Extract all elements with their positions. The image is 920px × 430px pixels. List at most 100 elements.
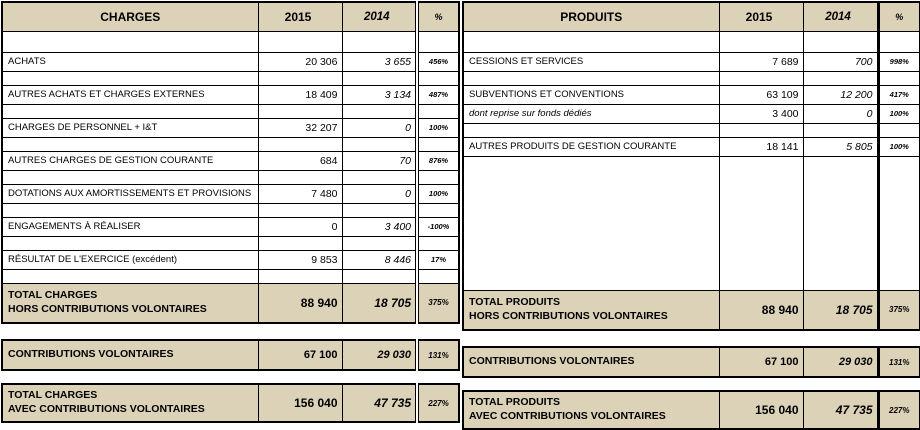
row-label: ENGAGEMENTS À RÉALISER bbox=[1, 216, 259, 237]
total-label: TOTAL PRODUITS AVEC CONTRIBUTIONS VOLONT… bbox=[462, 390, 720, 430]
table-row: AUTRES ACHATS ET CHARGES EXTERNES 18 409… bbox=[1, 84, 460, 105]
value-2014: 3 134 bbox=[341, 84, 418, 105]
pct-value: 876% bbox=[415, 150, 460, 171]
total-label-line2: AVEC CONTRIBUTIONS VOLONTAIRES bbox=[469, 410, 666, 422]
pct-value: 487% bbox=[415, 84, 460, 105]
produits-main-table: PRODUITS 2015 2014 % CESSIONS ET SERVICE… bbox=[462, 1, 920, 331]
total-label-line1: TOTAL PRODUITS bbox=[469, 396, 561, 409]
pct-value: 17% bbox=[415, 249, 460, 270]
col-header-pct: % bbox=[876, 1, 920, 32]
row-label: RÉSULTAT DE L'EXERCICE (excédent) bbox=[1, 249, 259, 270]
table-row: AUTRES PRODUITS DE GESTION COURANTE 18 1… bbox=[462, 136, 920, 157]
produits-contributions-table: CONTRIBUTIONS VOLONTAIRES 67 100 29 030 … bbox=[462, 346, 920, 378]
contributions-row: CONTRIBUTIONS VOLONTAIRES 67 100 29 030 … bbox=[1, 339, 460, 371]
total-label-line2: HORS CONTRIBUTIONS VOLONTAIRES bbox=[469, 309, 668, 322]
produits-header-row: PRODUITS 2015 2014 % bbox=[462, 1, 920, 32]
row-label: DOTATIONS AUX AMORTISSEMENTS ET PROVISIO… bbox=[1, 183, 259, 204]
value-2015: 7 480 bbox=[257, 183, 343, 204]
row-label: SUBVENTIONS ET CONVENTIONS bbox=[462, 84, 720, 105]
value-2015: 18 409 bbox=[257, 84, 343, 105]
pct-value: -100% bbox=[415, 216, 460, 237]
total-label-line2: HORS CONTRIBUTIONS VOLONTAIRES bbox=[8, 302, 207, 315]
total-label: TOTAL CHARGES HORS CONTRIBUTIONS VOLONTA… bbox=[1, 282, 259, 324]
total-label-line2: AVEC CONTRIBUTIONS VOLONTAIRES bbox=[8, 403, 205, 415]
spacer-row bbox=[1, 70, 460, 86]
produits-column: PRODUITS 2015 2014 % CESSIONS ET SERVICE… bbox=[462, 1, 920, 430]
value-2014: 5 805 bbox=[802, 136, 879, 157]
pct-value: 100% bbox=[415, 117, 460, 138]
col-header-2015: 2015 bbox=[257, 1, 343, 32]
total-value-2014: 47 735 bbox=[341, 383, 418, 423]
total-value-2015: 88 940 bbox=[718, 289, 804, 331]
charges-column: CHARGES 2015 2014 % ACHATS 20 306 3 655 … bbox=[1, 1, 460, 430]
row-label: ACHATS bbox=[1, 51, 259, 72]
charges-title: CHARGES bbox=[1, 1, 259, 32]
total-value-2015: 156 040 bbox=[718, 390, 804, 430]
spacer-row bbox=[1, 268, 460, 284]
col-header-pct: % bbox=[415, 1, 460, 32]
table-row: CESSIONS ET SERVICES 7 689 700 998% bbox=[462, 51, 920, 72]
spacer-row bbox=[1, 169, 460, 185]
pct-value: 131% bbox=[876, 346, 920, 378]
value-2015: 18 141 bbox=[718, 136, 804, 157]
total-pct-value: 227% bbox=[415, 383, 460, 423]
total-pct-value: 227% bbox=[876, 390, 920, 430]
charges-main-table: CHARGES 2015 2014 % ACHATS 20 306 3 655 … bbox=[1, 1, 460, 324]
total-label-line1: TOTAL CHARGES bbox=[8, 289, 98, 302]
value-2014: 29 030 bbox=[341, 339, 418, 371]
total-produits-avec-row: TOTAL PRODUITS AVEC CONTRIBUTIONS VOLONT… bbox=[462, 390, 920, 430]
pct-value: 131% bbox=[415, 339, 460, 371]
value-2014: 29 030 bbox=[802, 346, 879, 378]
total-label: TOTAL PRODUITS HORS CONTRIBUTIONS VOLONT… bbox=[462, 289, 720, 331]
spacer-row bbox=[1, 103, 460, 119]
value-2014: 3 655 bbox=[341, 51, 418, 72]
pct-value: 998% bbox=[876, 51, 920, 72]
total-pct-value: 375% bbox=[876, 289, 920, 331]
charges-contributions-table: CONTRIBUTIONS VOLONTAIRES 67 100 29 030 … bbox=[1, 339, 460, 371]
produits-grand-total-table: TOTAL PRODUITS AVEC CONTRIBUTIONS VOLONT… bbox=[462, 390, 920, 430]
value-2015: 67 100 bbox=[257, 339, 343, 371]
value-2015: 9 853 bbox=[257, 249, 343, 270]
row-label: CHARGES DE PERSONNEL + I&T bbox=[1, 117, 259, 138]
total-value-2015: 88 940 bbox=[257, 282, 343, 324]
row-label: AUTRES CHARGES DE GESTION COURANTE bbox=[1, 150, 259, 171]
pct-value: 100% bbox=[876, 103, 920, 124]
table-row: ENGAGEMENTS À RÉALISER 0 3 400 -100% bbox=[1, 216, 460, 237]
spacer-row bbox=[1, 136, 460, 152]
total-value-2014: 47 735 bbox=[802, 390, 879, 430]
table-row: CHARGES DE PERSONNEL + I&T 32 207 0 100% bbox=[1, 117, 460, 138]
table-row: AUTRES CHARGES DE GESTION COURANTE 684 7… bbox=[1, 150, 460, 171]
spacer-row bbox=[1, 30, 460, 53]
col-header-2014: 2014 bbox=[341, 1, 418, 32]
value-2015: 7 689 bbox=[718, 51, 804, 72]
pct-value: 100% bbox=[415, 183, 460, 204]
produits-title: PRODUITS bbox=[462, 1, 720, 32]
value-2014: 0 bbox=[341, 183, 418, 204]
total-label-line1: TOTAL CHARGES bbox=[8, 389, 98, 402]
empty-filler-row bbox=[462, 155, 920, 291]
table-row-sub: dont reprise sur fonds dédiés 3 400 0 10… bbox=[462, 103, 920, 124]
total-pct-value: 375% bbox=[415, 282, 460, 324]
spacer-row bbox=[462, 30, 920, 53]
charges-header-row: CHARGES 2015 2014 % bbox=[1, 1, 460, 32]
charges-grand-total-table: TOTAL CHARGES AVEC CONTRIBUTIONS VOLONTA… bbox=[1, 383, 460, 423]
spacer-row bbox=[462, 70, 920, 86]
row-label: dont reprise sur fonds dédiés bbox=[462, 103, 720, 124]
contributions-row: CONTRIBUTIONS VOLONTAIRES 67 100 29 030 … bbox=[462, 346, 920, 378]
row-label: CONTRIBUTIONS VOLONTAIRES bbox=[462, 346, 720, 378]
total-label-line1: TOTAL PRODUITS bbox=[469, 296, 561, 309]
value-2014: 0 bbox=[802, 103, 879, 124]
value-2014: 12 200 bbox=[802, 84, 879, 105]
value-2015: 20 306 bbox=[257, 51, 343, 72]
value-2014: 3 400 bbox=[341, 216, 418, 237]
total-produits-hors-row: TOTAL PRODUITS HORS CONTRIBUTIONS VOLONT… bbox=[462, 289, 920, 331]
row-label: CESSIONS ET SERVICES bbox=[462, 51, 720, 72]
total-value-2015: 156 040 bbox=[257, 383, 343, 423]
total-label: TOTAL CHARGES AVEC CONTRIBUTIONS VOLONTA… bbox=[1, 383, 259, 423]
value-2015: 684 bbox=[257, 150, 343, 171]
row-label: AUTRES PRODUITS DE GESTION COURANTE bbox=[462, 136, 720, 157]
row-label: AUTRES ACHATS ET CHARGES EXTERNES bbox=[1, 84, 259, 105]
row-label: CONTRIBUTIONS VOLONTAIRES bbox=[1, 339, 259, 371]
table-row: DOTATIONS AUX AMORTISSEMENTS ET PROVISIO… bbox=[1, 183, 460, 204]
